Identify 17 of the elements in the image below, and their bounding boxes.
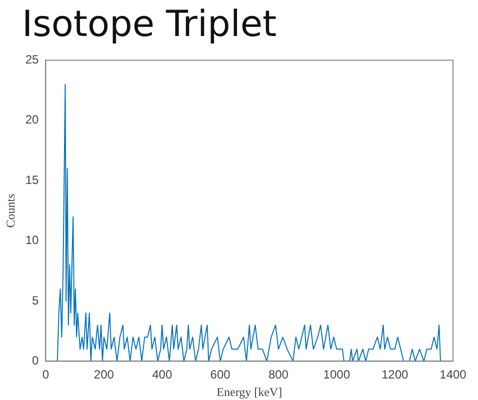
x-tick-label: 1000: [323, 368, 350, 382]
x-tick-label: 400: [152, 368, 172, 382]
x-tick-label: 800: [268, 368, 289, 382]
y-tick-label: 0: [32, 354, 40, 368]
y-tick-label: 25: [25, 52, 40, 67]
y-tick-label: 15: [25, 172, 40, 187]
x-tick-label: 600: [210, 368, 231, 382]
x-tick-label: 0: [42, 368, 50, 382]
y-tick-label: 10: [25, 233, 40, 248]
y-tick-label: 20: [25, 112, 40, 127]
x-tick-label: 200: [94, 368, 114, 382]
y-axis-title: Counts: [3, 193, 18, 228]
x-tick-label: 1200: [381, 368, 408, 382]
y-tick-label: 5: [32, 293, 40, 308]
x-tick-label: 1400: [440, 368, 467, 382]
x-axis-title: Energy [keV]: [216, 384, 282, 399]
chart-title: Isotope Triplet: [22, 4, 277, 45]
